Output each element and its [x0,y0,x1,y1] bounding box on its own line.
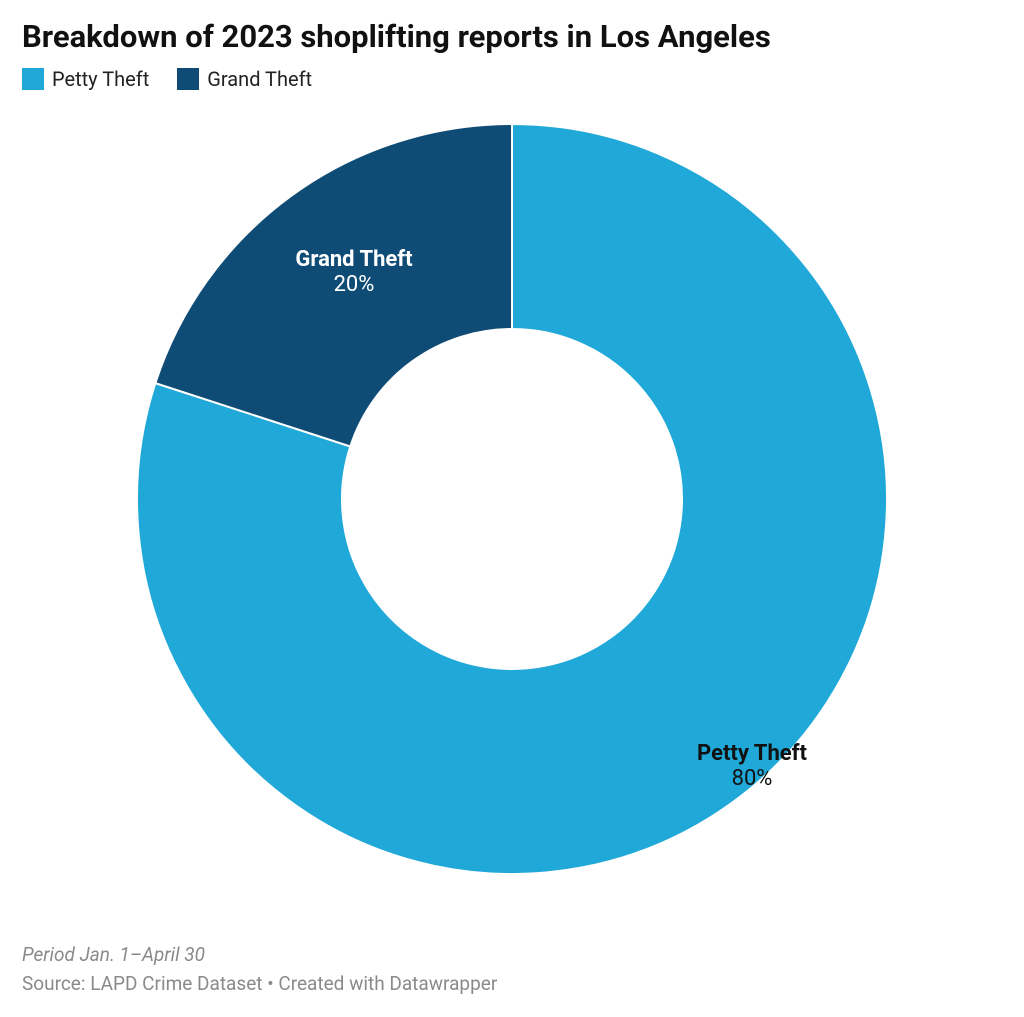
legend-item-grand: Grand Theft [177,67,312,91]
legend-swatch-petty [22,68,44,90]
donut-slice [155,124,512,446]
legend-item-petty: Petty Theft [22,67,149,91]
legend: Petty Theft Grand Theft [22,67,1002,91]
legend-swatch-grand [177,68,199,90]
legend-label-petty: Petty Theft [52,67,149,91]
footer-source: Source: LAPD Crime Dataset • Created wit… [22,972,497,995]
legend-label-grand: Grand Theft [207,67,312,91]
chart-title: Breakdown of 2023 shoplifting reports in… [22,18,1002,55]
donut-svg [132,119,892,879]
donut-chart: Petty Theft 80% Grand Theft 20% [22,99,1002,899]
chart-footer: Period Jan. 1–April 30 Source: LAPD Crim… [22,943,497,995]
chart-container: Breakdown of 2023 shoplifting reports in… [0,0,1024,1017]
footer-period: Period Jan. 1–April 30 [22,943,497,966]
